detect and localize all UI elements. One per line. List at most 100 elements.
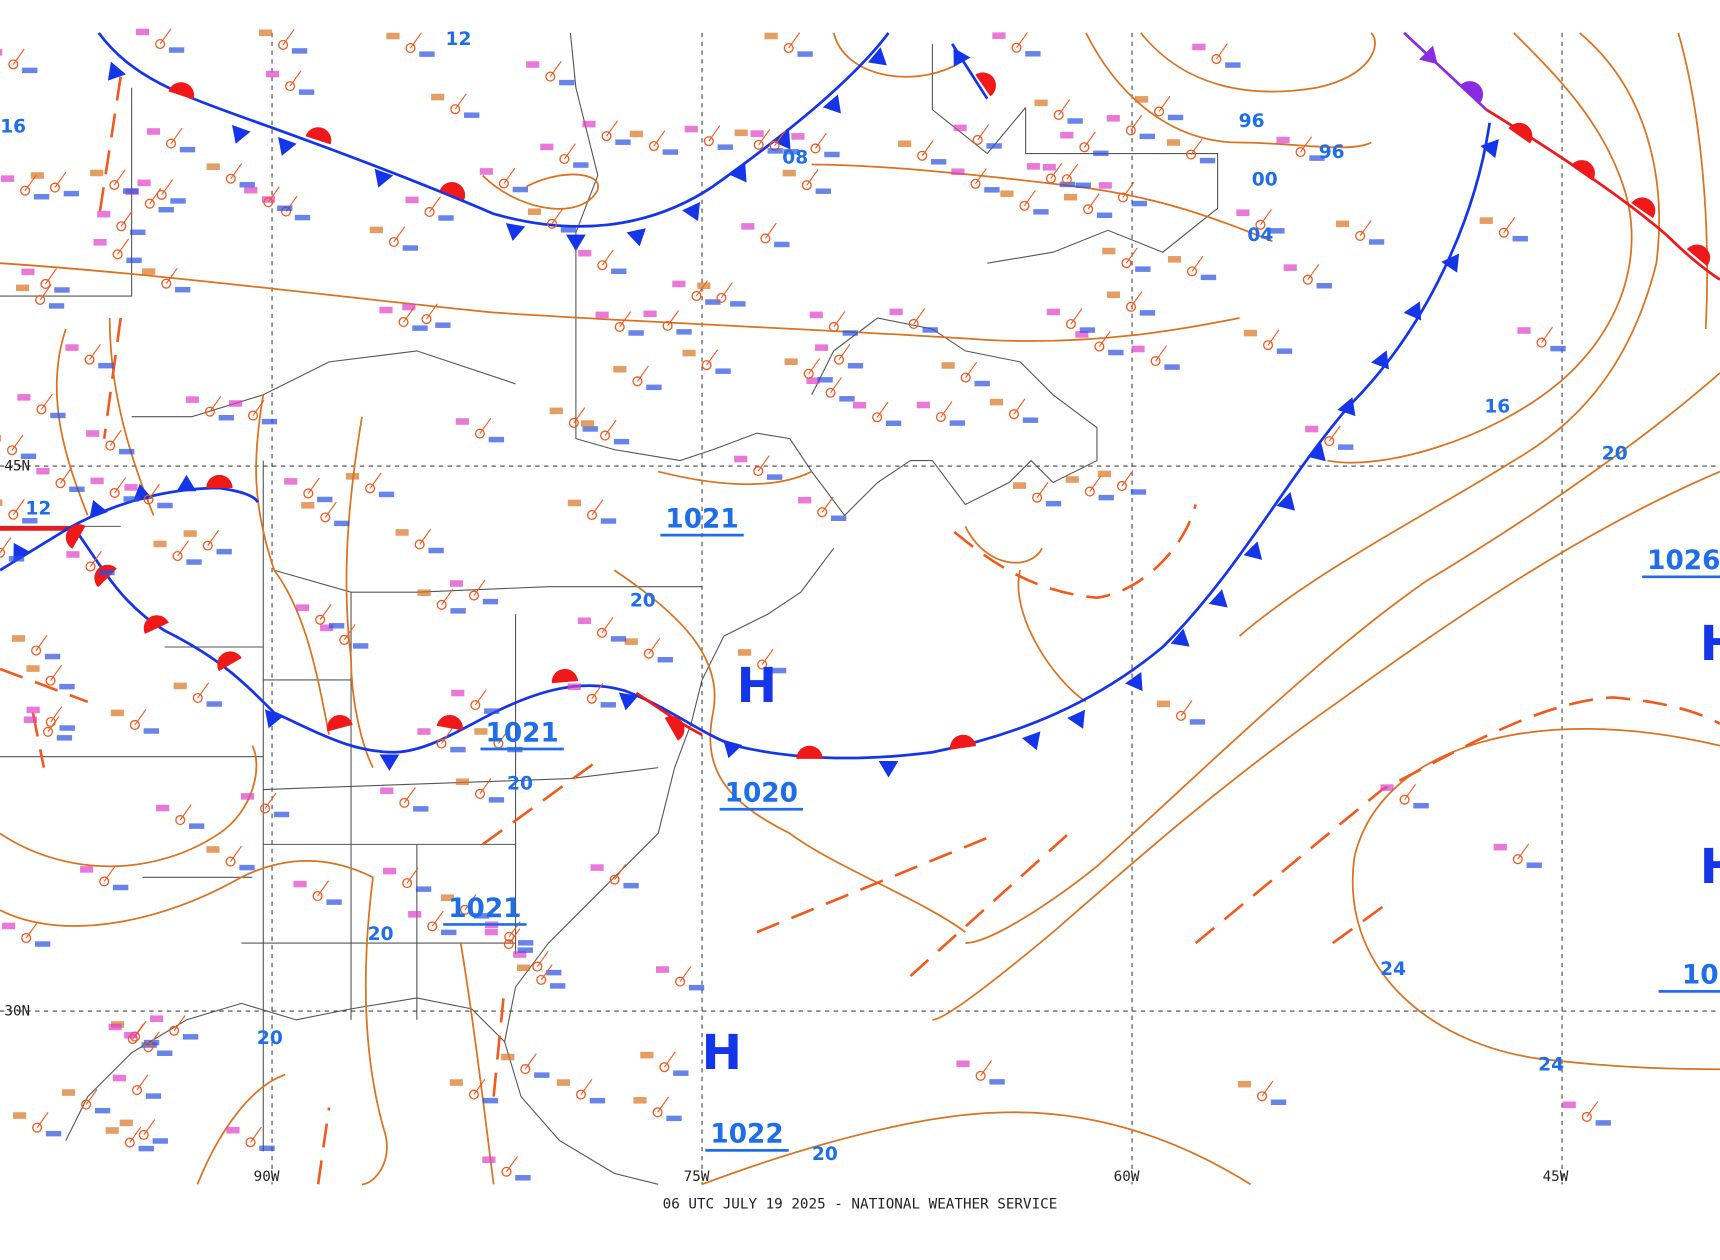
station-text [839, 396, 855, 402]
station-text [783, 149, 799, 155]
cold-front-pip [626, 228, 646, 247]
cold-front-pip [867, 47, 887, 66]
wind-barb [147, 1031, 160, 1048]
station-circle [1125, 301, 1137, 312]
cold-front-pip [618, 692, 639, 711]
wind-barb [1087, 193, 1100, 210]
station-text [1380, 784, 1394, 791]
station-circle [1094, 341, 1105, 352]
station-text [150, 1015, 164, 1023]
isobar-label: 08 [782, 147, 808, 168]
station-circle [757, 659, 768, 670]
wind-barb [479, 417, 492, 434]
front-line [97, 32, 890, 228]
wind-barb [1328, 425, 1341, 442]
station-text [450, 608, 466, 614]
station-text [226, 1126, 240, 1134]
station-text [23, 716, 38, 724]
station-text [179, 146, 196, 153]
station-text [157, 502, 173, 509]
station-text [624, 638, 638, 645]
wind-barb [536, 950, 549, 967]
station-circle [165, 138, 177, 149]
warm-front-pip [1571, 160, 1595, 181]
station-circle [436, 599, 447, 610]
station-text [817, 377, 833, 383]
wind-barb [563, 143, 576, 160]
station-text [259, 1145, 275, 1152]
station-circle [285, 81, 296, 92]
station-text [1059, 181, 1076, 188]
station-text [30, 172, 44, 179]
station-text [90, 477, 104, 485]
wind-barb [319, 604, 332, 621]
station-circle [1175, 710, 1187, 721]
station-text [577, 617, 592, 625]
station-text [513, 951, 527, 958]
station-text [123, 496, 139, 502]
wind-barb [1517, 843, 1530, 860]
wind-barb [601, 249, 614, 266]
wind-barb [1098, 330, 1111, 347]
station-text [1130, 489, 1147, 495]
station-circle [520, 1064, 531, 1075]
station-text [124, 484, 138, 491]
station-text [527, 208, 542, 216]
station-text [1022, 417, 1039, 423]
wind-barb [0, 537, 12, 554]
station-circle [155, 38, 166, 50]
station-text [1079, 327, 1096, 333]
station-circle [1154, 106, 1165, 117]
station-text [431, 93, 445, 101]
wind-barb [637, 365, 649, 382]
station-circle [32, 1122, 43, 1133]
grid-label: 60W [1114, 1169, 1140, 1185]
wind-barb [54, 171, 67, 188]
station-circle [1186, 266, 1198, 277]
station-text [1033, 209, 1049, 215]
station-text [589, 1097, 606, 1104]
station-text [8, 556, 25, 562]
cold-front-pip [1243, 541, 1263, 560]
wind-barb [1307, 264, 1320, 281]
station-text [137, 179, 151, 187]
station-circle [1581, 1111, 1592, 1122]
wind-barb [120, 210, 133, 227]
station-circle [450, 104, 461, 115]
grid-label: 45W [1543, 1169, 1569, 1185]
station-text [697, 282, 711, 290]
station-circle [161, 278, 172, 289]
station-text [1550, 345, 1566, 352]
station-text [438, 215, 454, 221]
wind-barb [757, 455, 770, 472]
cold-front-pip [729, 163, 747, 183]
wind-barb [604, 419, 617, 436]
station-circle [398, 317, 409, 328]
wind-barb [838, 344, 851, 361]
wind-barb [324, 501, 337, 518]
wind-barb [940, 401, 953, 418]
wind-barb [619, 311, 632, 328]
station-text [1098, 182, 1112, 189]
station-text [956, 1060, 970, 1068]
wind-barb [1180, 700, 1193, 717]
station-text [951, 168, 965, 176]
station-text [655, 966, 670, 973]
warm-front-pip [65, 524, 86, 549]
station-text [1517, 327, 1531, 334]
station-text [1236, 209, 1250, 217]
station-text [898, 140, 912, 148]
station-text [0, 434, 2, 442]
station-text [1034, 99, 1048, 107]
station-text [479, 168, 493, 175]
wind-barb [161, 179, 174, 196]
cold-front-pip [1403, 301, 1422, 321]
station-circle [405, 43, 416, 54]
wind-barb [980, 1060, 993, 1077]
isobars [0, 32, 1720, 1186]
station-circle [55, 478, 66, 489]
station-circle [753, 466, 764, 477]
wind-barb [540, 964, 553, 981]
wind-barb [406, 867, 419, 884]
station-circle [586, 693, 597, 704]
